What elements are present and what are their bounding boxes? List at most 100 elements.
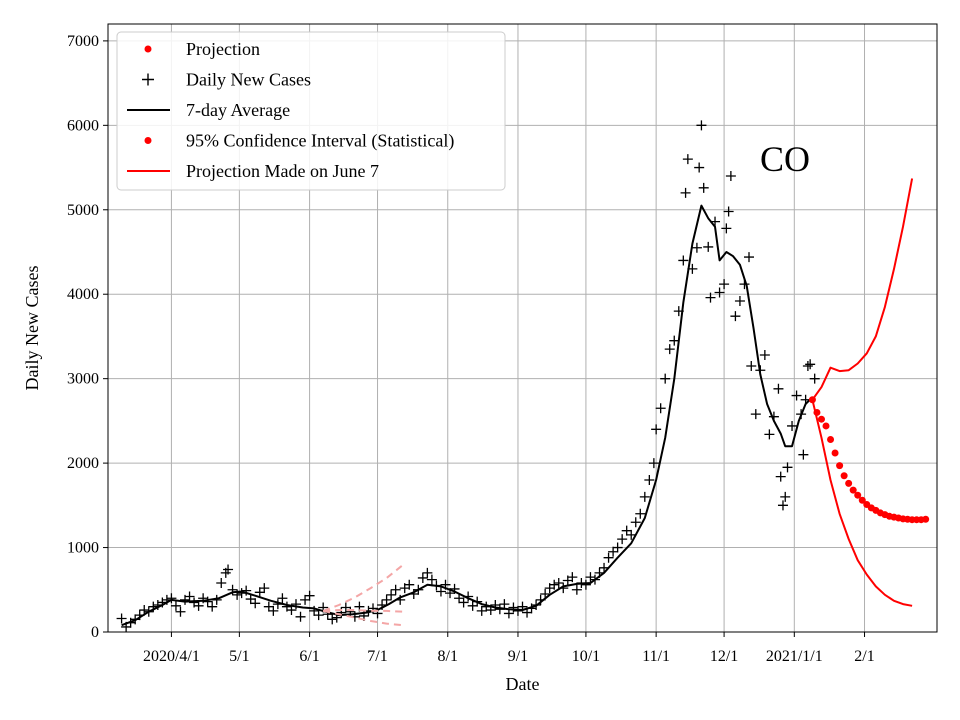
projection-point xyxy=(922,515,930,523)
projection-point xyxy=(836,462,844,470)
95-confidence-interval-statistical-line xyxy=(811,178,914,401)
projection-made-on-june-7-line xyxy=(323,609,403,613)
daily-new-cases-point xyxy=(304,590,315,601)
daily-new-cases-point xyxy=(268,605,279,616)
daily-new-cases-point xyxy=(725,171,736,181)
y-tick-label: 2000 xyxy=(67,455,99,472)
daily-new-cases-point xyxy=(603,552,614,563)
legend-marker-daily-new-cases xyxy=(142,73,154,86)
daily-new-cases-point xyxy=(764,429,775,440)
y-tick-label: 6000 xyxy=(67,117,99,134)
daily-new-cases-point xyxy=(458,597,469,608)
daily-new-cases-point xyxy=(775,471,786,482)
legend-box xyxy=(116,31,506,191)
x-tick-label: 11/1 xyxy=(642,648,670,665)
daily-new-cases-point xyxy=(580,579,591,590)
daily-new-cases-point xyxy=(719,279,730,290)
daily-new-cases-point xyxy=(655,403,666,414)
daily-new-cases-point xyxy=(417,572,428,583)
x-tick-label: 2021/1/1 xyxy=(766,648,823,665)
daily-new-cases-point xyxy=(386,589,397,600)
daily-new-cases-point xyxy=(612,542,623,553)
projection-point xyxy=(831,449,839,457)
legend-label: 95% Confidence Interval (Statistical) xyxy=(186,131,454,152)
daily-new-cases-point xyxy=(777,500,788,511)
daily-new-cases-point xyxy=(193,600,204,611)
daily-new-cases-point xyxy=(216,578,227,589)
x-tick-label: 2/1 xyxy=(854,648,874,665)
daily-new-cases-point xyxy=(426,574,437,585)
7-day-average-line xyxy=(121,204,814,627)
projection-point xyxy=(845,479,853,487)
daily-new-cases-point xyxy=(223,564,234,575)
x-tick-label: 5/1 xyxy=(229,648,249,665)
daily-new-cases-point xyxy=(694,162,705,173)
daily-new-cases-point xyxy=(621,525,632,536)
daily-new-cases-point xyxy=(714,287,725,298)
y-axis-label: Daily New Cases xyxy=(22,266,42,391)
daily-new-cases-point xyxy=(651,424,662,435)
chart-title: CO xyxy=(760,139,810,179)
y-tick-label: 1000 xyxy=(67,540,99,557)
daily-new-cases-point xyxy=(664,344,675,355)
daily-new-cases-point xyxy=(721,223,732,234)
daily-new-cases-point xyxy=(290,599,301,610)
daily-new-cases-point xyxy=(791,390,802,401)
daily-new-cases-point xyxy=(682,154,693,165)
daily-new-cases-point xyxy=(499,599,510,610)
daily-new-cases-point xyxy=(759,350,770,361)
daily-new-cases-point xyxy=(295,611,306,622)
daily-new-cases-point xyxy=(404,579,415,590)
daily-new-cases-point xyxy=(184,591,195,602)
daily-new-cases-point xyxy=(340,602,351,613)
daily-new-cases-point xyxy=(626,529,637,540)
daily-new-cases-point xyxy=(782,462,793,473)
x-axis-label: Date xyxy=(506,674,540,694)
daily-new-cases-point xyxy=(435,586,446,597)
daily-new-cases-point xyxy=(553,578,564,589)
projection-made-on-june-7-line xyxy=(322,609,403,627)
daily-new-cases-point xyxy=(263,601,274,612)
y-tick-label: 5000 xyxy=(67,202,99,219)
y-tick-label: 0 xyxy=(91,624,99,641)
daily-new-cases-point xyxy=(696,120,707,131)
projection-point xyxy=(854,491,862,499)
daily-new-cases-point xyxy=(170,600,181,611)
daily-new-cases-point xyxy=(746,361,757,371)
projection-point xyxy=(840,472,848,480)
daily-new-cases-point xyxy=(802,361,813,371)
daily-new-cases-point xyxy=(648,458,659,469)
y-tick-label: 4000 xyxy=(67,286,99,303)
x-tick-label: 9/1 xyxy=(508,648,528,665)
daily-new-cases-point xyxy=(730,311,741,322)
daily-new-cases-point xyxy=(635,508,646,519)
daily-new-cases-point xyxy=(549,579,560,590)
daily-new-cases-point xyxy=(454,593,465,604)
daily-new-cases-point xyxy=(787,420,798,431)
daily-new-cases-point xyxy=(809,373,820,384)
95-confidence-interval-statistical-line xyxy=(811,399,913,607)
daily-new-cases-point xyxy=(476,605,487,616)
daily-new-cases-point xyxy=(805,359,816,370)
daily-new-cases-point xyxy=(744,252,755,263)
daily-new-cases-point xyxy=(644,475,655,485)
daily-new-cases-point xyxy=(259,583,270,594)
axis-ticks: 2020/4/1 5/1 6/1 7/1 8/1 9/1 10/1 11/1 12/1 2021/… xyxy=(67,33,875,665)
projection-made-on-june-7-line xyxy=(322,564,404,612)
daily-new-cases-point xyxy=(254,587,265,598)
daily-new-cases-point xyxy=(678,255,689,266)
daily-new-cases-point xyxy=(277,593,288,604)
x-tick-label: 2020/4/1 xyxy=(143,648,200,665)
legend-marker-projection xyxy=(144,45,152,53)
daily-new-cases-point xyxy=(734,295,745,306)
daily-new-cases-point xyxy=(327,614,338,625)
daily-new-cases-point xyxy=(567,572,578,583)
x-tick-label: 8/1 xyxy=(438,648,458,665)
x-tick-label: 6/1 xyxy=(299,648,319,665)
daily-new-cases-point xyxy=(422,567,433,578)
x-tick-label: 10/1 xyxy=(572,648,600,665)
legend-marker-95-confidence-interval-statistical xyxy=(144,137,152,144)
daily-new-cases-point xyxy=(680,187,691,198)
x-tick-label: 12/1 xyxy=(710,648,738,665)
